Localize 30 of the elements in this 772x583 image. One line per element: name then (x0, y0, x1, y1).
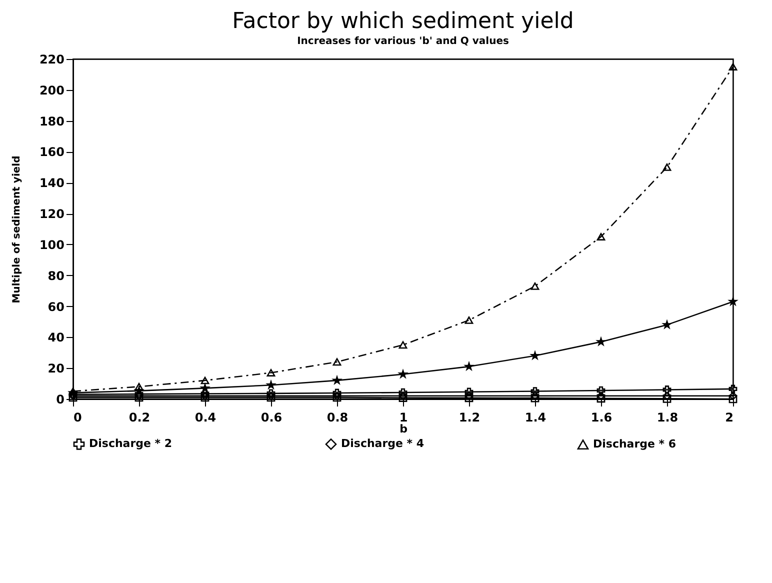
y-axis-title: Multiple of sediment yield (11, 156, 22, 304)
y-tick-label: 200 (39, 83, 64, 98)
legend-label: Discharge * 6 (593, 438, 676, 451)
y-tick-label: 140 (39, 176, 64, 190)
y-tick-label: 180 (39, 114, 64, 128)
x-tick-label: 0.2 (128, 410, 150, 424)
y-tick-label: 40 (48, 330, 64, 345)
y-tick-label: 120 (39, 207, 64, 222)
x-tick-label: 0.6 (260, 410, 282, 424)
x-tick-label: 1.2 (458, 410, 480, 424)
chart-subtitle: Increases for various 'b' and Q values (297, 36, 509, 47)
y-tick-label: 20 (48, 362, 64, 376)
y-tick-label: 0 (56, 392, 64, 406)
x-tick-label: 1.8 (656, 410, 678, 424)
x-axis-title: b (400, 422, 408, 436)
x-tick-label: 1 (399, 410, 408, 424)
y-tick-label: 60 (48, 300, 64, 314)
x-tick-label: 2 (725, 410, 734, 424)
x-tick-label: 0 (74, 410, 82, 424)
x-tick-label: 1.6 (590, 410, 612, 424)
y-tick-label: 80 (48, 268, 64, 283)
y-tick-label: 160 (39, 145, 64, 160)
x-tick-label: 0.4 (194, 410, 216, 424)
legend-label: Discharge * 2 (89, 437, 172, 450)
y-tick-label: 100 (39, 238, 64, 252)
chart-title: Factor by which sediment yield (232, 9, 574, 34)
y-tick-label: 220 (39, 52, 64, 66)
x-tick-label: 0.8 (326, 410, 348, 424)
legend-label: Discharge * 4 (341, 437, 424, 450)
x-tick-label: 1.4 (524, 410, 546, 424)
